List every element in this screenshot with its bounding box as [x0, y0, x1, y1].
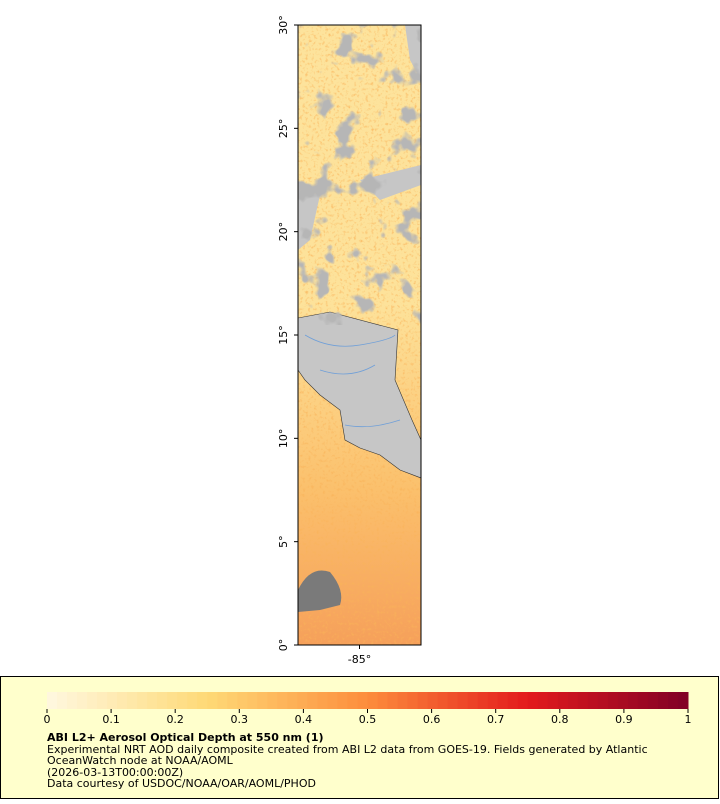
colorbar-step: [337, 692, 348, 709]
colorbar-step: [137, 692, 148, 709]
colorbar-step: [387, 692, 399, 709]
y-tick-label: 15°: [277, 325, 290, 345]
colorbar-step: [177, 692, 188, 709]
colorbar-step: [67, 692, 78, 709]
colorbar-step: [227, 692, 238, 709]
clouds: [298, 570, 342, 612]
colorbar-step: [597, 692, 609, 709]
colorbar-step: [347, 692, 358, 709]
colorbar-step: [407, 692, 419, 709]
colorbar-step: [97, 692, 108, 709]
colorbar-step: [127, 692, 138, 709]
colorbar-step: [307, 692, 318, 709]
colorbar-step: [477, 692, 489, 709]
colorbar-step: [257, 692, 268, 709]
colorbar-step: [527, 692, 539, 709]
colorbar-step: [287, 692, 298, 709]
colorbar-step: [627, 692, 639, 709]
colorbar-tick-label: 0.8: [551, 713, 569, 726]
legend-line: (2026-03-13T00:00:00Z): [47, 766, 183, 779]
colorbar-step: [397, 692, 409, 709]
legend-title: ABI L2+ Aerosol Optical Depth at 550 nm …: [47, 731, 324, 744]
y-tick-label: 25°: [277, 119, 290, 139]
colorbar-step: [447, 692, 459, 709]
colorbar-step: [367, 692, 379, 709]
colorbar-step: [587, 692, 599, 709]
colorbar-step: [637, 692, 649, 709]
colorbar-step: [297, 692, 308, 709]
land-central-america: [298, 311, 421, 479]
colorbar-step: [457, 692, 469, 709]
colorbar-tick-label: 0.4: [295, 713, 313, 726]
colorbar-step: [607, 692, 619, 709]
colorbar-step: [277, 692, 288, 709]
legend-line: Data courtesy of USDOC/NOAA/OAR/AOML/PHO…: [47, 777, 316, 790]
colorbar-step: [217, 692, 228, 709]
colorbar-step: [617, 692, 629, 709]
colorbar-step: [327, 692, 338, 709]
colorbar-step: [487, 692, 499, 709]
legend-line: Experimental NRT AOD daily composite cre…: [47, 743, 648, 756]
colorbar-step: [537, 692, 549, 709]
colorbar-step: [197, 692, 208, 709]
x-tick-label: -85°: [348, 653, 371, 666]
y-tick-label: 20°: [277, 222, 290, 242]
y-tick-label: 10°: [277, 429, 290, 449]
colorbar-step: [47, 692, 58, 709]
colorbar-step: [267, 692, 278, 709]
colorbar-step: [187, 692, 198, 709]
colorbar-step: [207, 692, 218, 709]
colorbar-tick-label: 0.1: [102, 713, 120, 726]
colorbar-step: [317, 692, 328, 709]
colorbar-step: [567, 692, 579, 709]
colorbar-step: [57, 692, 68, 709]
colorbar-step: [417, 692, 429, 709]
colorbar-step: [157, 692, 168, 709]
rivers: [304, 334, 401, 428]
colorbar-step: [77, 692, 88, 709]
colorbar-step: [437, 692, 449, 709]
y-tick-label: 5°: [277, 535, 290, 548]
colorbar-tick-label: 0.5: [359, 713, 377, 726]
colorbar-step: [497, 692, 509, 709]
clouds: [298, 25, 421, 325]
colorbar-step: [467, 692, 479, 709]
colorbar-tick-label: 0: [44, 713, 51, 726]
colorbar-tick-label: 0.7: [487, 713, 505, 726]
colorbar-step: [557, 692, 569, 709]
colorbar-step: [147, 692, 158, 709]
colorbar-step: [247, 692, 258, 709]
colorbar-step: [427, 692, 439, 709]
colorbar-step: [547, 692, 559, 709]
colorbar-tick-label: 0.3: [231, 713, 249, 726]
colorbar-step: [667, 692, 679, 709]
colorbar-tick-label: 0.2: [166, 713, 184, 726]
colorbar-step: [677, 692, 689, 709]
colorbar-step: [167, 692, 178, 709]
colorbar-tick-label: 1: [685, 713, 692, 726]
colorbar-step: [377, 692, 389, 709]
map-image: [298, 25, 421, 645]
colorbar-step: [117, 692, 128, 709]
colorbar-tick-label: 0.9: [615, 713, 633, 726]
y-tick-label: 0°: [277, 639, 290, 652]
colorbar-step: [577, 692, 589, 709]
colorbar-step: [507, 692, 519, 709]
colorbar-step: [107, 692, 118, 709]
legend-line: OceanWatch node at NOAA/AOML: [47, 754, 234, 767]
colorbar-step: [237, 692, 248, 709]
y-tick-label: 30°: [277, 15, 290, 35]
colorbar-step: [357, 692, 368, 709]
colorbar-step: [517, 692, 529, 709]
colorbar-tick-label: 0.6: [423, 713, 441, 726]
colorbar-step: [647, 692, 659, 709]
colorbar-step: [87, 692, 98, 709]
colorbar-step: [657, 692, 669, 709]
